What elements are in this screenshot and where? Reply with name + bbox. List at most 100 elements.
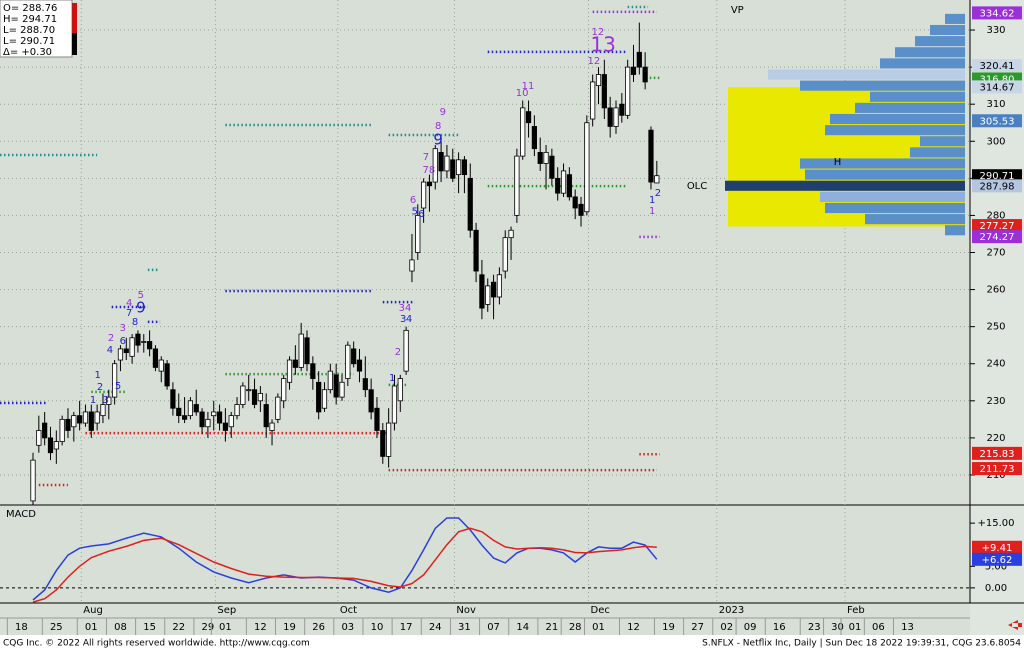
ohlc-high: H= 294.71: [3, 14, 57, 25]
annotation: 2: [97, 382, 103, 393]
annotation: 6: [120, 336, 126, 347]
footer-background: [0, 635, 1024, 649]
volume-profile-bar: [915, 36, 965, 47]
candle-body: [345, 344, 351, 379]
x-tick-label: 29: [202, 622, 215, 633]
candle-body: [630, 66, 637, 75]
candle-body: [642, 66, 648, 83]
annotation: 8: [132, 317, 138, 328]
axis-layer: 2102202302402502602702802903003103203301…: [6, 6, 1022, 635]
macd-layer: [0, 517, 970, 603]
x-tick-label: 23: [808, 622, 821, 633]
price-label: 287.98: [980, 181, 1015, 192]
scroll-arrow[interactable]: [1008, 620, 1022, 630]
x-tick-label: 01: [592, 622, 605, 633]
candle-body: [514, 155, 520, 216]
x-tick-label: 27: [691, 622, 704, 633]
candle-body: [415, 215, 421, 253]
y-tick-label: 270: [986, 248, 1005, 259]
annotation: 3: [103, 395, 109, 406]
macd-line: [32, 517, 658, 601]
x-tick-label: 09: [744, 622, 757, 633]
month-label: 2023: [719, 605, 744, 616]
candle-body: [625, 66, 631, 116]
candle-body: [199, 411, 205, 428]
annotation: 8: [435, 121, 441, 132]
footer-symbol-info: S.NFLX - Netflix Inc, Daily | Sun Dec 18…: [702, 639, 1021, 649]
x-tick-label: 01: [85, 622, 98, 633]
candle-body: [71, 415, 77, 428]
candle-body: [531, 126, 537, 150]
candle-body: [106, 396, 112, 405]
y-tick-label: 220: [986, 433, 1005, 444]
price-label-box: [972, 462, 1022, 476]
candle-body: [450, 159, 456, 179]
candle-body: [30, 459, 36, 502]
candle-body: [613, 107, 619, 127]
candle-body: [269, 422, 275, 431]
candle-body: [508, 229, 514, 239]
candle-body: [257, 392, 263, 402]
candle-body: [397, 378, 403, 402]
candle-body: [572, 196, 578, 209]
x-tick-label: 15: [143, 622, 156, 633]
annotation: 5: [115, 381, 121, 392]
macd-label: +9.41: [982, 543, 1013, 554]
candle-body: [281, 378, 287, 402]
annotation: 3: [400, 314, 406, 325]
volume-profile-bar: [768, 69, 965, 80]
candle-body: [216, 411, 223, 424]
price-label: 334.62: [980, 8, 1015, 19]
candle-body: [601, 74, 607, 109]
candle-body: [228, 415, 234, 428]
candle-body: [298, 333, 304, 368]
candle-body: [164, 363, 170, 387]
ohlc-last: L= 290.71: [3, 36, 55, 47]
volume-profile-bar: [855, 102, 965, 113]
candle-body: [152, 348, 159, 368]
candle-body: [88, 411, 94, 431]
annotation: 1: [90, 395, 96, 406]
volume-profile-bar: [870, 91, 965, 102]
annotation: 6: [410, 195, 416, 206]
candle-body: [537, 151, 543, 164]
footer-copyright: CQG Inc. © 2022 All rights reserved worl…: [3, 639, 310, 649]
candle-body: [473, 229, 479, 272]
candle-body: [566, 174, 572, 198]
candle-body: [368, 389, 374, 413]
candle-body: [421, 181, 427, 209]
candle-body: [176, 407, 182, 417]
candle-body: [654, 175, 660, 184]
x-tick-label: 18: [15, 622, 28, 633]
x-tick-label: 06: [872, 622, 885, 633]
annotation: 9: [136, 299, 146, 317]
candle-body: [304, 337, 310, 365]
candle-body: [461, 159, 468, 176]
candle-body: [502, 237, 508, 272]
candle-body: [607, 107, 613, 127]
x-tick-label: 12: [254, 622, 267, 633]
y-tick-label: 330: [986, 25, 1005, 36]
x-tick-label: 24: [429, 622, 442, 633]
candle-body: [444, 155, 450, 172]
x-tick-label: 14: [516, 622, 529, 633]
month-label: Aug: [83, 605, 103, 616]
ohlc-range-bar: [72, 3, 77, 33]
annotation: 2: [395, 347, 401, 358]
x-tick-label: 21: [546, 622, 559, 633]
volume-profile-bar: [800, 158, 965, 169]
candle-body: [47, 437, 54, 454]
macd-title: MACD: [6, 509, 36, 520]
candle-body: [327, 370, 333, 391]
annotation: 4: [107, 345, 113, 356]
volume-profile-bar: [820, 191, 965, 202]
volume-profile-bar: [920, 136, 965, 147]
macd-label: +6.62: [982, 555, 1013, 566]
annotation: OLC: [687, 181, 707, 192]
ohlc-change: Δ= +0.30: [3, 47, 52, 58]
candle-body: [135, 333, 141, 346]
candle-body: [251, 389, 258, 405]
x-tick-label: 19: [283, 622, 296, 633]
x-tick-label: 01: [219, 622, 232, 633]
